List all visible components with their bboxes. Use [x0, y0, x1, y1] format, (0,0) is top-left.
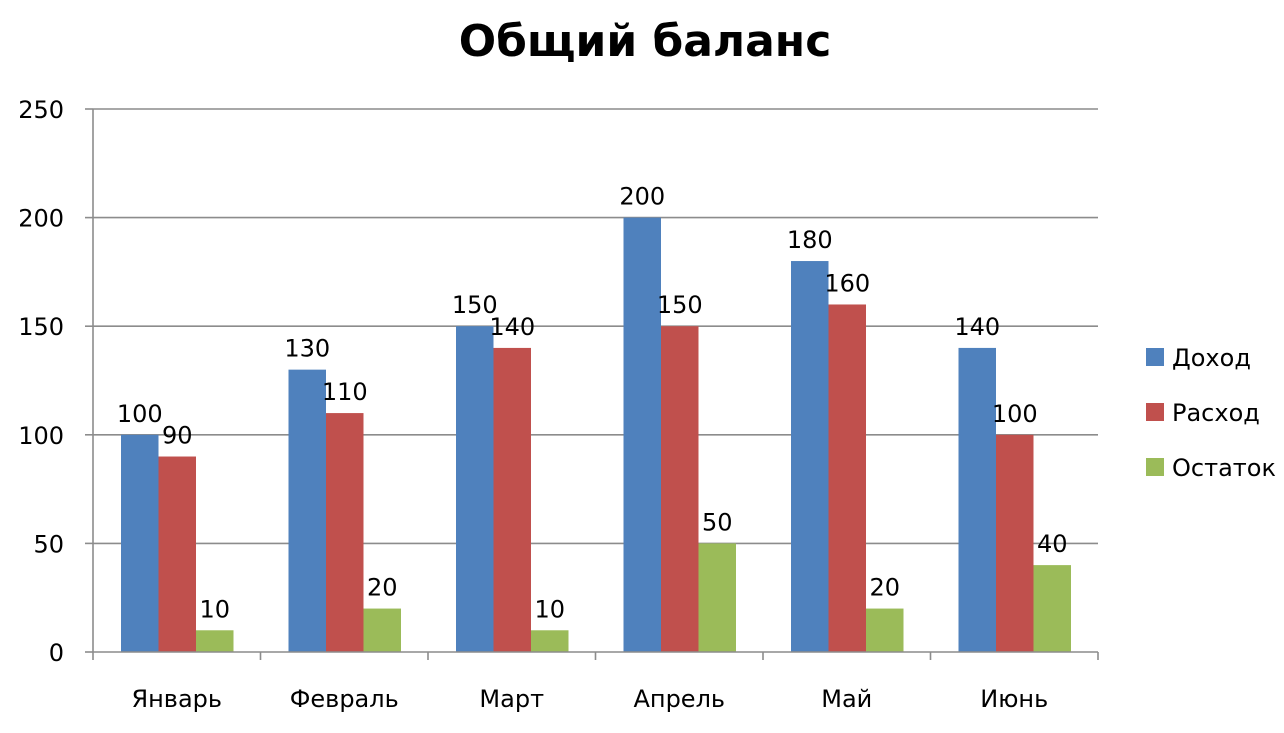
- data-label: 20: [869, 574, 900, 602]
- bar-Доход: [288, 369, 326, 652]
- bar-Остаток: [196, 630, 234, 652]
- data-label: 10: [534, 595, 565, 623]
- bar-Остаток: [1033, 565, 1071, 652]
- chart-title: Общий баланс: [459, 16, 832, 67]
- y-axis: 0 50 100 150 200 250: [18, 96, 94, 667]
- legend-label: Доход: [1172, 344, 1251, 372]
- data-label: 10: [199, 595, 230, 623]
- data-label: 50: [702, 508, 733, 536]
- bar-Расход: [661, 326, 699, 652]
- gridlines: [93, 108, 1098, 545]
- data-labels: 1001301502001801409011014015016010010201…: [117, 183, 1068, 624]
- data-label: 150: [657, 291, 703, 319]
- bar-Расход: [326, 413, 364, 652]
- data-label: 100: [992, 400, 1038, 428]
- data-label: 110: [322, 378, 368, 406]
- data-label: 200: [619, 183, 665, 211]
- bar-Расход: [158, 456, 196, 652]
- x-axis: Январь Февраль Март Апрель Май Июнь: [92, 651, 1099, 713]
- data-label: 150: [452, 291, 498, 319]
- bar-Доход: [121, 434, 159, 652]
- bar-Остаток: [698, 543, 736, 652]
- y-tick-label: 50: [33, 530, 64, 558]
- bar-Остаток: [866, 608, 904, 652]
- bar-Остаток: [363, 608, 401, 652]
- legend-swatch-Остаток: [1146, 458, 1164, 476]
- x-tick-label: Январь: [131, 685, 222, 713]
- legend: Доход Расход Остаток: [1146, 344, 1276, 482]
- data-label: 160: [824, 269, 870, 297]
- y-tick-label: 200: [18, 205, 64, 233]
- bar-Расход: [996, 434, 1034, 652]
- bar-Остаток: [531, 630, 569, 652]
- legend-swatch-Расход: [1146, 403, 1164, 421]
- y-tick-label: 100: [18, 422, 64, 450]
- x-tick-label: Июнь: [980, 685, 1048, 713]
- x-tick-label: Февраль: [290, 685, 399, 713]
- data-label: 90: [162, 422, 193, 450]
- bar-Расход: [493, 347, 531, 652]
- data-label: 40: [1037, 530, 1068, 558]
- bar-Расход: [828, 304, 866, 652]
- x-tick-label: Март: [479, 685, 544, 713]
- x-tick-label: Май: [821, 685, 872, 713]
- data-label: 140: [489, 313, 535, 341]
- data-label: 20: [367, 574, 398, 602]
- data-label: 180: [787, 226, 833, 254]
- data-label: 130: [284, 335, 330, 363]
- bar-Доход: [958, 347, 996, 652]
- y-tick-label: 150: [18, 313, 64, 341]
- legend-swatch-Доход: [1146, 348, 1164, 366]
- bar-Доход: [623, 217, 661, 652]
- x-tick-label: Апрель: [633, 685, 725, 713]
- legend-label: Расход: [1172, 399, 1260, 427]
- bar-Доход: [791, 261, 829, 652]
- bars: [121, 217, 1071, 652]
- bar-Доход: [456, 326, 494, 652]
- data-label: 100: [117, 400, 163, 428]
- data-label: 140: [954, 313, 1000, 341]
- y-tick-label: 0: [49, 639, 64, 667]
- y-tick-label: 250: [18, 96, 64, 124]
- legend-label: Остаток: [1172, 454, 1276, 482]
